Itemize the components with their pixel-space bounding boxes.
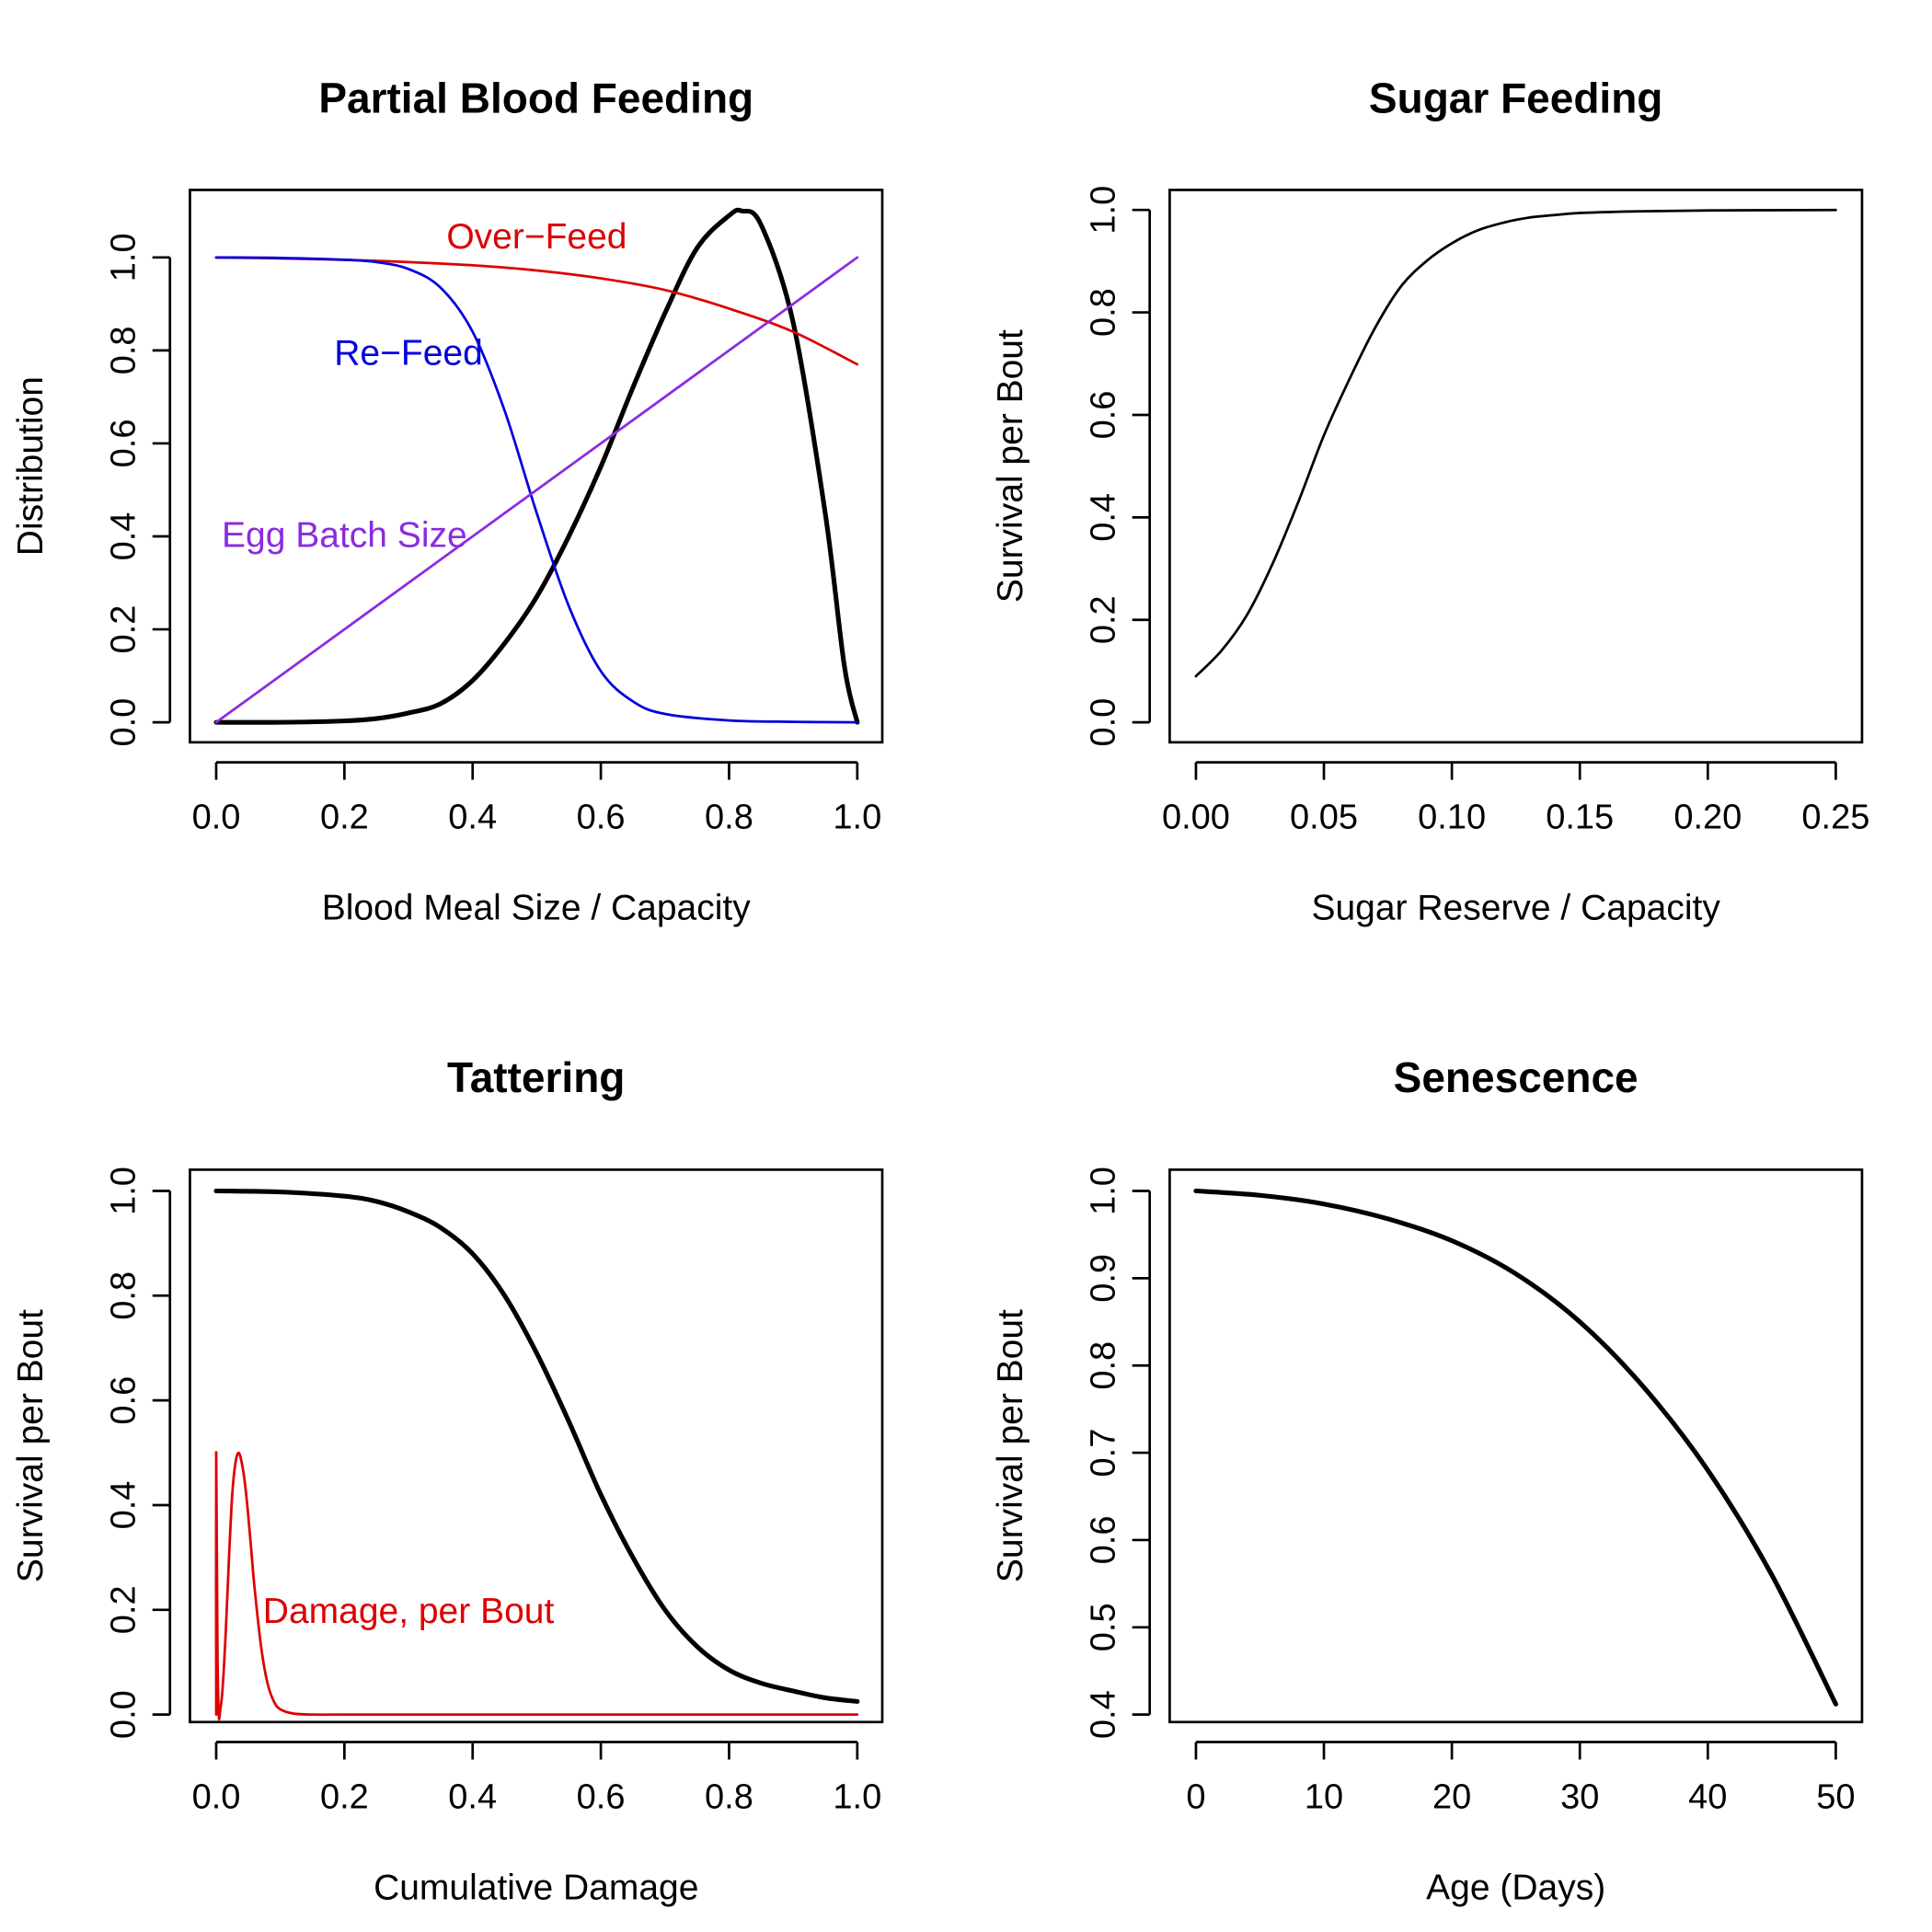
x-tick-label: 1.0: [833, 1778, 881, 1817]
x-tick-label: 0.20: [1673, 799, 1742, 837]
y-tick-label: 0.8: [1085, 1341, 1123, 1390]
x-tick-label: 0.25: [1801, 799, 1869, 837]
y-tick-label: 0.8: [105, 326, 144, 374]
y-tick-label: 0.8: [105, 1271, 144, 1320]
plot-frame: [1168, 189, 1864, 744]
x-tick-label: 40: [1688, 1778, 1727, 1817]
series-line-2: [214, 256, 859, 366]
y-tick-label: 0.6: [1085, 1516, 1123, 1565]
y-axis-label: Survival per Bout: [991, 329, 1030, 603]
x-tick-label: 0.8: [705, 799, 753, 837]
x-axis-label: Cumulative Damage: [374, 1869, 698, 1908]
y-tick-label: 0.2: [105, 1585, 144, 1634]
y-tick-label: 0.8: [1085, 288, 1123, 337]
y-tick-label: 1.0: [105, 1167, 144, 1215]
series-line-1: [1193, 1188, 1838, 1707]
chart-title: Senescence: [1394, 1053, 1639, 1101]
x-tick-label: 10: [1305, 1778, 1343, 1817]
chart-panel-1: Partial Blood Feeding 0.0 0.2 0.4 0.6 0.8 1.0 0…: [11, 74, 884, 928]
y-axis-label: Survival per Bout: [11, 1309, 51, 1582]
plot-frame: [1168, 1168, 1864, 1724]
x-tick-label: 0.00: [1162, 799, 1230, 837]
x-tick-label: 50: [1816, 1778, 1855, 1817]
x-tick-label: 0.15: [1546, 799, 1614, 837]
series-line-2: [214, 1451, 859, 1721]
y-tick-label: 0.0: [105, 698, 144, 747]
x-tick-label: 0.10: [1418, 799, 1486, 837]
x-tick-label: 0.0: [192, 799, 241, 837]
x-tick-label: 0.0: [192, 1778, 241, 1817]
y-tick-label: 1.0: [105, 233, 144, 282]
x-tick-label: 0: [1186, 1778, 1205, 1817]
y-tick-label: 0.2: [105, 605, 144, 654]
x-tick-label: 0.05: [1290, 799, 1358, 837]
x-tick-label: 0.2: [320, 1778, 369, 1817]
y-tick-label: 0.4: [1085, 1690, 1123, 1739]
x-tick-label: 0.8: [705, 1778, 753, 1817]
y-tick-label: 0.4: [105, 512, 144, 561]
plot-frame: [189, 189, 884, 744]
annotation-label: Egg Batch Size: [222, 515, 467, 555]
y-tick-label: 1.0: [1085, 1167, 1123, 1215]
chart-title: Sugar Feeding: [1369, 74, 1662, 121]
chart-panel-4: Senescence 0 10 20 30 40 50 0.4 0.5 0.6 0.7 0.8 0.9 1…: [991, 1053, 1864, 1908]
y-tick-label: 0.6: [1085, 391, 1123, 440]
y-tick-label: 0.6: [105, 1376, 144, 1425]
y-tick-label: 0.6: [105, 420, 144, 468]
y-tick-label: 0.7: [1085, 1429, 1123, 1478]
x-axis-label: Sugar Reserve / Capacity: [1311, 889, 1720, 928]
annotation-label: Re−Feed: [334, 333, 483, 373]
y-tick-label: 0.4: [1085, 493, 1123, 542]
x-tick-label: 1.0: [833, 799, 881, 837]
x-tick-label: 20: [1432, 1778, 1471, 1817]
series-line-1: [213, 207, 860, 725]
series-line-4: [214, 256, 859, 724]
y-tick-label: 1.0: [1085, 186, 1123, 235]
x-axis-label: Age (Days): [1426, 1869, 1605, 1908]
y-tick-label: 0.5: [1085, 1603, 1123, 1651]
x-tick-label: 0.2: [320, 799, 369, 837]
x-tick-label: 0.4: [448, 1778, 497, 1817]
plot-frame: [189, 1168, 884, 1724]
annotation-label: Over−Feed: [446, 217, 627, 257]
y-tick-label: 0.0: [1085, 698, 1123, 747]
y-tick-label: 0.2: [1085, 595, 1123, 644]
y-axis-label: Survival per Bout: [991, 1309, 1030, 1582]
x-tick-label: 30: [1560, 1778, 1599, 1817]
chart-panel-2: Sugar Feeding 0.00 0.05 0.10 0.15 0.20 0.25 0.0…: [991, 74, 1869, 927]
y-tick-label: 0.9: [1085, 1254, 1123, 1303]
chart-title: Tattering: [447, 1053, 625, 1101]
annotation-label: Damage, per Bout: [263, 1592, 555, 1631]
chart-panel-3: Tattering 0.0 0.2 0.4 0.6 0.8 1.0 0.0 0.2 0.4 0.6 0…: [11, 1053, 884, 1908]
x-axis-label: Blood Meal Size / Capacity: [322, 889, 752, 928]
chart-title: Partial Blood Feeding: [318, 74, 753, 121]
y-tick-label: 0.0: [105, 1690, 144, 1739]
x-tick-label: 0.4: [448, 799, 497, 837]
y-tick-label: 0.4: [105, 1481, 144, 1530]
x-tick-label: 0.6: [577, 799, 626, 837]
series-line-1: [1194, 208, 1837, 678]
series-line-3: [214, 256, 859, 724]
x-tick-label: 0.6: [577, 1778, 626, 1817]
y-axis-label: Distribution: [11, 376, 51, 556]
series-line-1: [213, 1188, 860, 1704]
